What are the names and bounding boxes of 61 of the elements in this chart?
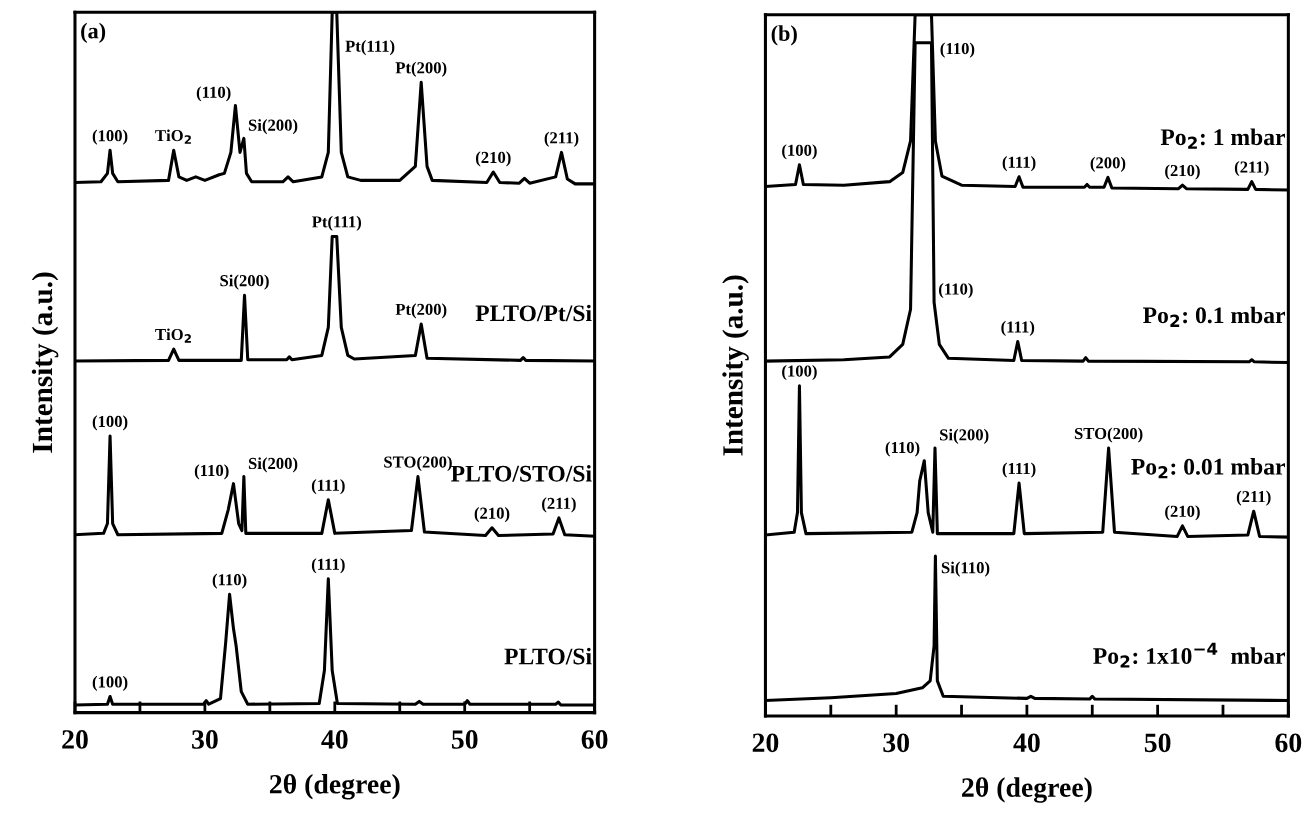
x-tick-label: 40 — [321, 730, 348, 749]
x-tick-label: 30 — [192, 730, 218, 749]
annotation: (210) — [474, 507, 510, 523]
annotation: (100) — [92, 415, 128, 431]
annotation: Pt(111) — [312, 215, 362, 231]
annotation: STO(200) — [1074, 427, 1143, 443]
annotation: (211) — [542, 497, 576, 513]
annotation: TiO$_{2}$ — [155, 328, 191, 343]
series-label: PLTO/Pt/Si — [475, 304, 592, 322]
x-tick-label: 50 — [451, 730, 478, 749]
series-label: Po$_{2}$: 1 mbar — [1160, 128, 1286, 149]
annotation: (210) — [475, 151, 511, 167]
annotation: TiO$_{2}$ — [155, 129, 191, 144]
x-axis-title: 2θ (degree) — [269, 773, 400, 800]
annotation: Si(200) — [940, 428, 989, 444]
annotation: Pt(200) — [395, 61, 447, 77]
annotation: (211) — [1236, 490, 1271, 506]
x-tick-label: 20 — [752, 733, 779, 753]
x-tick-label: 40 — [1013, 733, 1040, 753]
annotation: STO(200) — [384, 455, 452, 472]
annotation: Si(200) — [248, 457, 298, 473]
x-tick-label: 30 — [883, 733, 909, 753]
x-tick-label: 60 — [1275, 733, 1302, 753]
annotation: (111) — [1002, 462, 1036, 478]
annotation: (211) — [544, 131, 579, 147]
annotation: (111) — [311, 479, 345, 495]
annotation: Si(110) — [941, 561, 990, 577]
annotation: (a) — [81, 22, 106, 43]
annotation: (110) — [196, 86, 231, 102]
annotation: (100) — [92, 675, 128, 691]
annotation: Si(200) — [220, 274, 269, 290]
series-label: PLTO/Si — [504, 647, 592, 665]
annotation: (100) — [782, 144, 817, 160]
annotation: Pt(200) — [395, 303, 447, 319]
annotation: (111) — [311, 558, 345, 574]
series-label: Po$_{2}$: 0.1 mbar — [1143, 306, 1286, 327]
annotation: Pt(111) — [345, 40, 395, 56]
x-axis-title: 2θ (degree) — [962, 777, 1092, 803]
annotation: (100) — [782, 365, 817, 381]
x-tick-label: 50 — [1144, 733, 1171, 753]
annotation: (110) — [940, 42, 975, 58]
annotation: (111) — [1001, 320, 1035, 336]
annotation: (111) — [1002, 156, 1036, 172]
series-label: PLTO/STO/Si — [451, 465, 592, 482]
annotation: (110) — [212, 573, 247, 589]
annotation: (210) — [1165, 505, 1200, 521]
annotation: (211) — [1234, 160, 1269, 177]
annotation: (210) — [1165, 164, 1200, 180]
annotation: (110) — [885, 441, 920, 457]
series-label: Po$_{2}$: 1x10$^{−4}$ mbar — [1093, 642, 1286, 668]
y-axis-title: Intensity (a.u.) — [31, 272, 59, 453]
x-tick-label: 60 — [581, 730, 608, 749]
annotation: (110) — [194, 464, 229, 480]
x-tick-label: 20 — [62, 730, 88, 749]
annotation: (100) — [92, 129, 128, 145]
series-label: Po$_{2}$: 0.01 mbar — [1131, 458, 1286, 479]
annotation: (b) — [771, 25, 797, 46]
annotation: Si(200) — [248, 119, 298, 135]
annotation: (110) — [938, 282, 973, 299]
annotation: (200) — [1090, 156, 1126, 172]
y-axis-title: Intensity (a.u.) — [722, 275, 749, 456]
